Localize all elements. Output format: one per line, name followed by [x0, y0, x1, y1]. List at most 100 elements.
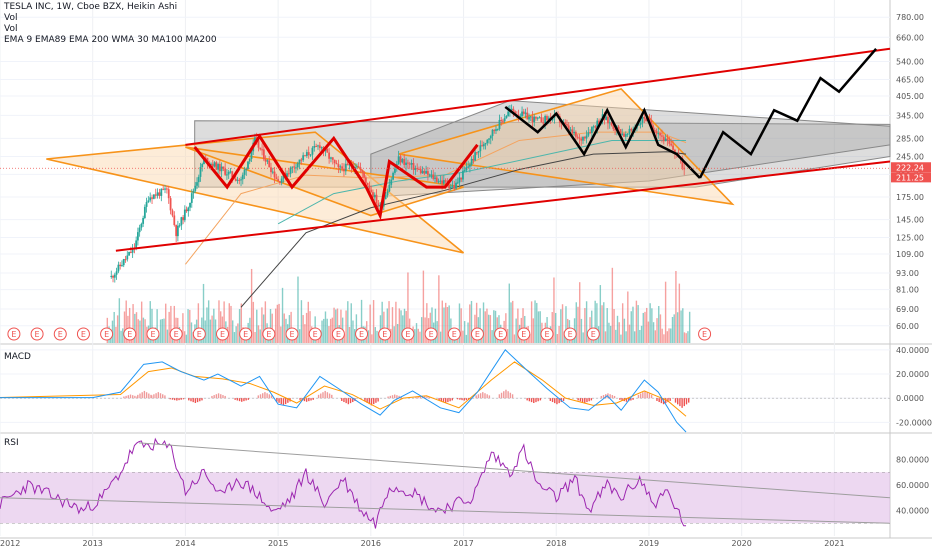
candle-body [137, 232, 139, 241]
earnings-marker[interactable] [517, 327, 531, 341]
earnings-marker[interactable] [698, 327, 712, 341]
red-channel-upper-line[interactable] [185, 47, 891, 146]
volume-bar [218, 300, 220, 343]
candle-body [149, 197, 152, 201]
candle-body [405, 162, 407, 165]
candle-body [262, 149, 265, 160]
earnings-marker-label: E [58, 330, 63, 339]
candle-body [465, 167, 468, 171]
earnings-marker[interactable] [494, 327, 508, 341]
rsi-trendline[interactable] [0, 497, 891, 524]
volume-bar [383, 311, 385, 343]
candle-body [425, 171, 428, 174]
volume-bar [448, 305, 450, 343]
macd-histogram-bar [535, 398, 537, 403]
candle-body [463, 170, 466, 172]
earnings-marker[interactable] [540, 327, 554, 341]
volume-bar [536, 302, 538, 343]
candle-body [248, 159, 251, 162]
volume-bar [299, 329, 301, 343]
macd-histogram-bar [328, 393, 331, 399]
candle-body [569, 129, 572, 131]
volume-bar [632, 306, 634, 343]
volume-bar [173, 305, 176, 343]
earnings-marker[interactable] [7, 327, 21, 341]
earnings-marker[interactable] [331, 327, 345, 341]
earnings-marker[interactable] [262, 327, 276, 341]
earnings-marker[interactable] [586, 327, 600, 341]
orange-triangle-pattern[interactable] [398, 87, 735, 206]
candle-body [247, 161, 249, 169]
volume-bar [345, 310, 347, 343]
macd-histogram-bar [681, 398, 683, 408]
rsi-trendline[interactable] [139, 442, 891, 499]
macd-histogram-bar [577, 398, 579, 401]
volume-bar [646, 307, 648, 343]
volume-bar [487, 314, 490, 343]
black-zigzag-wave[interactable] [504, 105, 701, 179]
earnings-marker[interactable] [447, 327, 461, 341]
candle-body [546, 116, 548, 121]
volume-bar [403, 308, 406, 343]
candle-body [621, 133, 624, 135]
vol-indicator-label[interactable]: Vol [4, 13, 18, 23]
earnings-marker[interactable] [53, 327, 67, 341]
candle-body [666, 138, 669, 141]
candle-body [379, 205, 382, 207]
volume-bar [688, 311, 691, 343]
macd-histogram-bar [556, 398, 558, 405]
earnings-marker[interactable] [424, 327, 438, 341]
volume-bar [505, 313, 507, 343]
candle-body [176, 225, 179, 237]
volume-bar [558, 325, 560, 343]
macd-label[interactable]: MACD [4, 352, 31, 362]
earnings-marker[interactable] [146, 327, 160, 341]
earnings-marker[interactable] [285, 327, 299, 341]
macd-histogram-bar [188, 398, 190, 401]
earnings-marker[interactable] [563, 327, 577, 341]
earnings-marker[interactable] [76, 327, 90, 341]
macd-histogram-bar [196, 398, 199, 403]
volume-bar [604, 331, 607, 343]
rsi-label[interactable]: RSI [4, 438, 19, 448]
earnings-marker[interactable] [239, 327, 253, 341]
orange-triangle-pattern[interactable] [185, 146, 464, 217]
volume-bar [606, 308, 608, 343]
earnings-marker[interactable] [123, 327, 137, 341]
symbol-title[interactable]: TESLA INC, 1W, Cboe BZX, Heikin Ashi [4, 2, 178, 12]
macd-histogram-bar [303, 398, 306, 402]
earnings-marker[interactable] [30, 327, 44, 341]
candle-body [165, 188, 168, 190]
red-channel-lower-line[interactable] [115, 160, 891, 252]
earnings-marker[interactable] [355, 327, 369, 341]
macd-histogram-bar [605, 394, 607, 399]
candle-body [653, 130, 656, 132]
candle-body [412, 163, 415, 170]
volume-bar [381, 301, 383, 343]
rsi-pane[interactable] [0, 437, 891, 529]
earnings-marker[interactable] [192, 327, 206, 341]
macd-histogram-bar [440, 398, 442, 402]
moving-averages-legend[interactable]: EMA 9 EMA89 EMA 200 WMA 30 MA100 MA200 [4, 35, 217, 45]
earnings-marker[interactable] [378, 327, 392, 341]
black-zigzag-projection[interactable] [698, 47, 878, 179]
earnings-marker[interactable] [216, 327, 229, 341]
earnings-marker[interactable] [401, 327, 415, 341]
vol-indicator-label-2[interactable]: Vol [4, 24, 18, 34]
earnings-marker[interactable] [308, 327, 322, 341]
earnings-marker[interactable] [100, 327, 114, 341]
macd-histogram-bar [148, 393, 150, 399]
candle-body [348, 164, 351, 166]
macd-histogram-bar [157, 392, 160, 399]
macd-pane[interactable] [0, 349, 890, 433]
earnings-marker[interactable] [470, 327, 484, 341]
red-zigzag-wave[interactable] [193, 133, 479, 221]
candle-body [271, 171, 274, 173]
volume-bar [420, 317, 423, 343]
candle-body [484, 143, 487, 145]
candle-body [388, 184, 391, 192]
earnings-marker[interactable] [169, 327, 183, 341]
macd-histogram-bar [607, 393, 609, 399]
